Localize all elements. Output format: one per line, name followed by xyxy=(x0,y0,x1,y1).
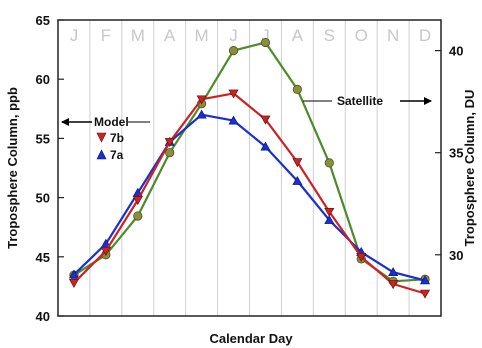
satellite-label: Satellite xyxy=(337,94,383,108)
month-label: N xyxy=(387,26,399,45)
y-axis-right-label: Troposphere Column, DU xyxy=(462,90,477,247)
series-line-7b xyxy=(73,92,426,295)
data-point-7b xyxy=(356,253,367,262)
month-label: M xyxy=(195,26,209,45)
satellite-annotation: Satellite xyxy=(303,94,432,108)
right-axis-ticks: 30 35 40 xyxy=(435,44,463,263)
right-tick-label: 35 xyxy=(449,146,463,161)
month-label: J xyxy=(229,26,238,45)
data-point-satellite xyxy=(228,46,239,56)
data-point-7b xyxy=(388,280,399,290)
grid-lines xyxy=(89,20,410,316)
data-point-7a xyxy=(260,141,271,151)
data-point-7a xyxy=(292,175,303,185)
series-layer xyxy=(68,37,431,299)
data-point-satellite xyxy=(165,148,175,158)
legend-marker-7b xyxy=(96,132,107,143)
data-point-7a xyxy=(228,115,239,125)
data-point-7b xyxy=(132,196,143,206)
data-point-7b xyxy=(228,89,239,99)
model-label: Model xyxy=(94,115,129,129)
left-tick-label: 50 xyxy=(36,191,50,206)
data-point-satellite xyxy=(260,37,271,48)
left-tick-label: 60 xyxy=(36,72,50,87)
data-point-satellite xyxy=(324,158,334,168)
data-point-7b xyxy=(100,247,111,256)
left-axis-ticks: 40 45 50 55 60 65 xyxy=(36,13,64,324)
data-point-satellite xyxy=(292,84,302,95)
x-axis-label: Calendar Day xyxy=(209,331,293,346)
data-point-7b xyxy=(196,95,207,105)
legend-label-7a: 7a xyxy=(110,148,124,162)
left-tick-label: 55 xyxy=(36,131,50,146)
right-tick-label: 40 xyxy=(449,44,463,59)
left-tick-label: 40 xyxy=(36,309,50,324)
month-label: F xyxy=(101,26,111,45)
left-tick-label: 65 xyxy=(36,13,50,28)
plot-frame xyxy=(57,19,442,317)
legend-marker-7a xyxy=(96,149,107,160)
data-point-7a xyxy=(420,275,431,285)
data-point-7b xyxy=(292,158,303,168)
data-point-7b xyxy=(164,138,175,148)
data-point-7a xyxy=(324,214,335,224)
model-annotation: Model 7b 7a xyxy=(61,115,150,162)
month-label: J xyxy=(70,26,79,45)
month-label: A xyxy=(292,26,304,45)
data-point-7a xyxy=(68,269,79,279)
data-point-7b xyxy=(324,208,335,217)
month-label: M xyxy=(131,26,145,45)
data-point-satellite xyxy=(133,211,143,221)
month-label: O xyxy=(355,26,368,45)
y-axis-label: Troposphere Column, ppb xyxy=(5,87,20,249)
data-point-7a xyxy=(196,109,207,119)
legend-label-7b: 7b xyxy=(110,131,124,145)
month-label: S xyxy=(324,26,335,45)
right-tick-label: 30 xyxy=(449,248,463,263)
data-point-7b xyxy=(260,115,271,125)
data-point-7b xyxy=(420,289,431,299)
month-label: A xyxy=(164,26,176,45)
data-point-7b xyxy=(68,279,79,288)
series-line-7a xyxy=(73,113,426,282)
month-label: J xyxy=(261,26,270,45)
data-point-7a xyxy=(388,267,399,276)
month-label: D xyxy=(419,26,431,45)
left-tick-label: 45 xyxy=(36,250,50,265)
